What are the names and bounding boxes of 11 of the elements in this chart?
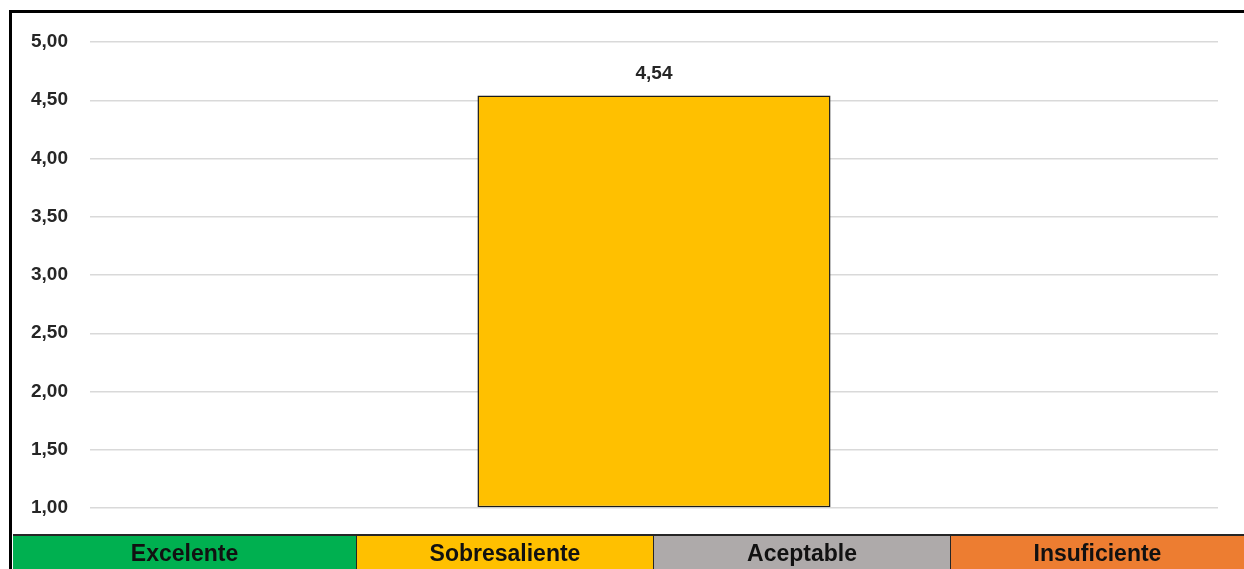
y-tick-label: 2,00 — [31, 379, 68, 401]
y-tick-label: 3,50 — [31, 204, 68, 226]
y-tick-label: 4,50 — [31, 88, 68, 110]
y-tick-label: 4,00 — [31, 146, 68, 168]
y-tick-label: 3,00 — [31, 263, 68, 285]
y-tick-label: 1,50 — [31, 437, 68, 459]
y-tick-label: 1,00 — [31, 496, 68, 518]
data-label: 4,54 — [635, 62, 673, 84]
rating-scale: Excelente Sobresaliente Aceptable Insuficiente — [13, 534, 1244, 569]
y-tick-label: 2,50 — [31, 321, 68, 343]
y-tick-label: 5,00 — [31, 30, 68, 52]
